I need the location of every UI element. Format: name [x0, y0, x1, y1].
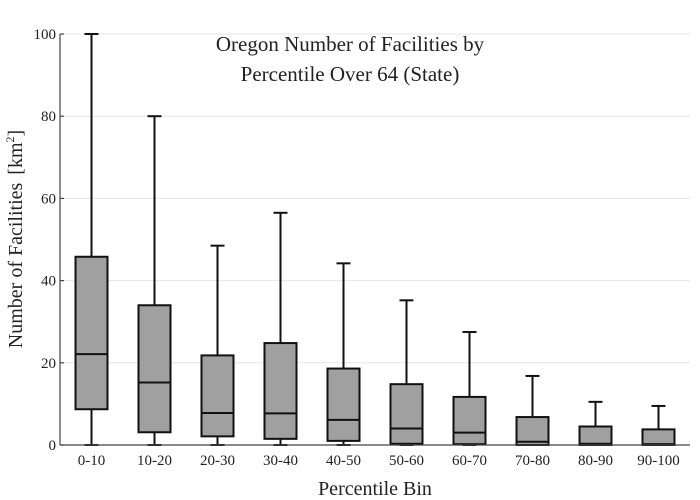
y-axis-unit-superscript: 2 [3, 136, 17, 142]
x-axis-label: Percentile Bin [318, 478, 432, 500]
box-90-100 [641, 404, 676, 446]
iqr-box [326, 367, 361, 442]
x-tick-label: 10-20 [137, 453, 172, 469]
axes: 0 20 40 60 80 100 0-10 10-20 20-30 30-40 40-50 50-6… [34, 27, 690, 469]
y-tick-label: 100 [34, 27, 57, 43]
y-axis-label: Number of Facilities [km2] [3, 130, 27, 348]
y-tick-label: 60 [41, 191, 56, 207]
iqr-box [389, 383, 424, 445]
x-tick-label: 30-40 [263, 453, 298, 469]
y-tick-label: 20 [41, 356, 56, 372]
y-axis-unit-close: ] [5, 130, 27, 137]
box-70-80 [515, 374, 550, 447]
box-30-40 [263, 211, 298, 446]
x-tick-label: 20-30 [200, 453, 235, 469]
x-tick-label: 40-50 [326, 453, 361, 469]
y-tick-label: 40 [41, 274, 56, 290]
y-tick-label: 0 [49, 438, 57, 454]
box-40-50 [326, 262, 361, 446]
x-tick-label: 60-70 [452, 453, 487, 469]
x-tick-label: 0-10 [78, 453, 106, 469]
box-80-90 [578, 400, 613, 447]
iqr-box [74, 255, 109, 411]
box-20-30 [200, 244, 235, 446]
x-tick-label: 70-80 [515, 453, 550, 469]
x-tick-label: 90-100 [637, 453, 680, 469]
chart-title-line-1: Oregon Number of Facilities by [216, 32, 485, 56]
box-series [74, 33, 676, 447]
y-axis-label-text: Number of Facilities [5, 182, 27, 348]
box-60-70 [452, 330, 487, 446]
x-tick-label: 80-90 [578, 453, 613, 469]
chart-title-line-2: Percentile Over 64 (State) [241, 62, 460, 86]
box-0-10 [74, 33, 109, 446]
box-50-60 [389, 299, 424, 446]
iqr-box [200, 354, 235, 438]
iqr-box [578, 425, 613, 447]
x-tick-label: 50-60 [389, 453, 424, 469]
iqr-box [137, 304, 172, 434]
iqr-box [452, 395, 487, 446]
iqr-box [263, 342, 298, 440]
y-axis-unit-base: [km [5, 142, 27, 175]
gridlines [60, 33, 690, 364]
iqr-box [641, 428, 676, 446]
y-tick-label: 80 [41, 109, 56, 125]
